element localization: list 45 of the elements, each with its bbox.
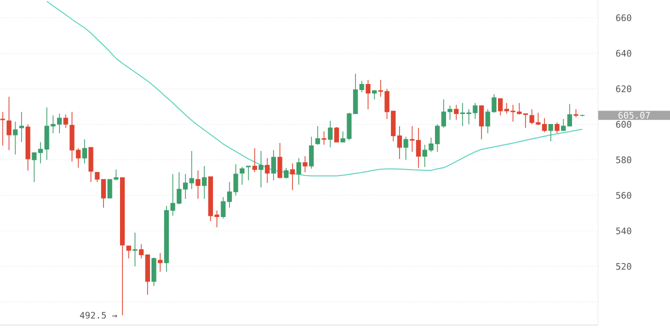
candlestick (309, 136, 314, 170)
candlestick (152, 257, 156, 286)
candlestick (322, 131, 326, 146)
candlestick (258, 150, 264, 188)
candlestick (271, 150, 276, 181)
candlestick (302, 156, 308, 173)
y-tick-label: 560 (616, 192, 632, 199)
y-tick-label: 640 (616, 50, 632, 57)
candlestick (366, 80, 370, 110)
candlestick (63, 114, 68, 128)
candlestick (126, 246, 132, 259)
y-tick-label: 540 (616, 227, 632, 234)
candlestick (202, 166, 207, 200)
candlestick (6, 96, 12, 150)
y-tick-label: 660 (616, 14, 632, 22)
candlestick (132, 232, 138, 267)
candlestick (334, 126, 339, 142)
candlestick (296, 158, 302, 186)
candlestick (278, 142, 282, 179)
candlestick (196, 170, 200, 200)
candlestick (264, 158, 270, 184)
candlestick (252, 148, 258, 173)
candlestick (240, 166, 244, 186)
candlestick (554, 122, 560, 134)
candlestick (284, 167, 289, 179)
candlestick (403, 136, 408, 160)
candlestick (88, 147, 94, 182)
candlestick (12, 121, 18, 155)
candlestick (548, 124, 554, 142)
candlestick (315, 126, 320, 146)
candlestick (246, 166, 251, 181)
y-tick-label: 600 (616, 120, 632, 128)
text: 605.07 (618, 112, 650, 119)
candlestick (454, 104, 459, 120)
y-tick-label: 580 (616, 156, 632, 164)
y-tick-label: 520 (616, 262, 632, 270)
annotation: 492.5 → (80, 312, 118, 319)
candlestick (479, 105, 484, 140)
candlestick (0, 111, 6, 146)
candlestick (328, 120, 333, 148)
candlestick (574, 108, 578, 118)
y-tick-label: 620 (616, 85, 632, 92)
candlestick (290, 162, 295, 190)
candlestick (19, 111, 24, 142)
candlestick (82, 139, 87, 164)
